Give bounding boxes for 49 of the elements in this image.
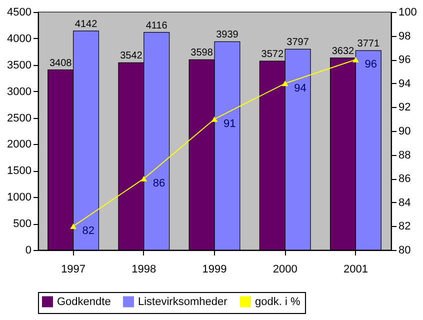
x-tick-label: 1999 [202, 264, 227, 276]
y-tick-label: 2500 [7, 112, 32, 124]
point [70, 223, 76, 229]
data-label: 96 [364, 58, 377, 71]
data-label: 4116 [146, 20, 168, 32]
data-label: 82 [82, 225, 95, 238]
data-label: 3797 [286, 37, 310, 48]
x-tick-label: 2000 [272, 264, 298, 276]
y2-tick-label: 88 [398, 149, 411, 162]
data-label: 3598 [190, 48, 214, 59]
y-tick-label: 0 [25, 244, 32, 256]
data-label: 91 [224, 118, 236, 130]
y-tick-label: 3500 [7, 59, 32, 72]
data-label: 3572 [261, 49, 284, 60]
data-label: 3939 [216, 30, 239, 41]
data-label: 86 [152, 178, 166, 190]
legend-label: Godkendte [57, 296, 111, 308]
x-tick-label: 1997 [61, 264, 86, 276]
y2-tick-label: 100 [398, 6, 417, 18]
y2-tick-label: 94 [398, 78, 411, 90]
y-tick-label: 3000 [7, 86, 32, 98]
y-tick-label: 1000 [7, 192, 32, 204]
y2-tick-label: 86 [398, 173, 411, 186]
y2-tick-label: 90 [398, 126, 411, 138]
y-tick-label: 4500 [7, 6, 32, 18]
x-tick-label: 2001 [343, 264, 368, 276]
legend-label: Listevirksomheder [138, 296, 228, 308]
y-tick-label: 500 [13, 218, 32, 230]
y-tick-label: 2000 [7, 138, 32, 151]
point [211, 116, 218, 122]
data-label: 3771 [357, 38, 380, 50]
y-tick-label: 4000 [7, 32, 32, 45]
legend-label: godk. i % [255, 296, 300, 308]
y2-tick-label: 84 [398, 196, 411, 209]
data-label: 3542 [120, 50, 143, 62]
y2-tick-label: 98 [398, 30, 411, 42]
y2-tick-label: 82 [398, 220, 411, 233]
y2-tick-label: 96 [398, 54, 411, 66]
data-label: 3408 [49, 58, 72, 69]
y2-tick-label: 80 [398, 244, 411, 256]
y-tick-label: 1500 [7, 165, 32, 178]
x-tick-label: 1998 [132, 264, 156, 276]
point [352, 56, 359, 62]
point [140, 176, 148, 182]
data-label: 94 [294, 82, 306, 94]
y2-tick-label: 92 [398, 102, 411, 114]
data-label: 3632 [332, 46, 355, 57]
data-label: 4142 [74, 18, 98, 30]
point [282, 80, 288, 86]
